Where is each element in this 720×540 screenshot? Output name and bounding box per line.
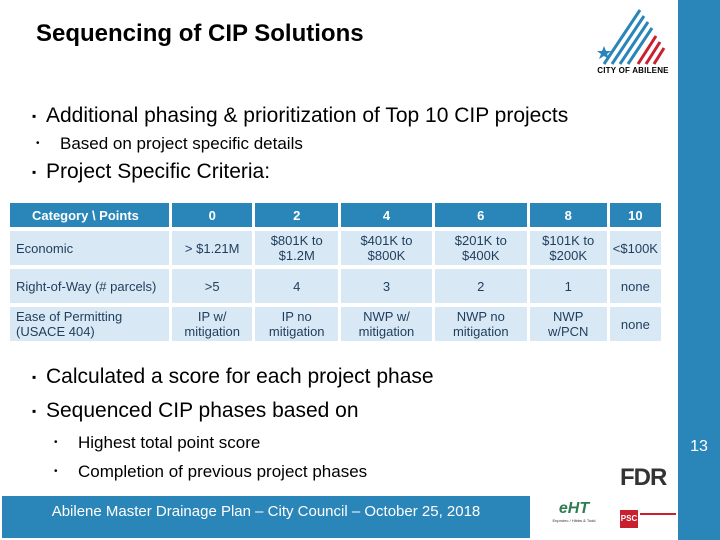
bullet-text: Project Specific Criteria: bbox=[46, 160, 271, 183]
sub-bullet-text: Based on project specific details bbox=[60, 134, 303, 153]
hdr-logo: FDR bbox=[620, 464, 667, 491]
table-row: Economic > $1.21M $801K to $1.2M $401K t… bbox=[10, 231, 661, 265]
top-bullet-list: ▪ Additional phasing & prioritization of … bbox=[32, 102, 672, 186]
square-bullet-icon: ▪ bbox=[32, 404, 37, 418]
footer-banner: Abilene Master Drainage Plan – City Coun… bbox=[2, 496, 530, 538]
header-cell: 4 bbox=[341, 203, 432, 227]
sub-bullet-text: Completion of previous project phases bbox=[78, 462, 368, 481]
eht-logo: eHT Enprotec / Hibbs & Todd bbox=[546, 500, 602, 538]
header-cell: 2 bbox=[255, 203, 339, 227]
table-cell: NWP no mitigation bbox=[434, 307, 527, 341]
table-cell: > $1.21M bbox=[172, 231, 253, 265]
slide-title: Sequencing of CIP Solutions bbox=[36, 20, 364, 47]
psc-logo: PSC bbox=[620, 510, 678, 530]
table-cell: 3 bbox=[341, 269, 432, 303]
bullet-text: Sequenced CIP phases based on bbox=[46, 399, 359, 422]
bullet-text: Calculated a score for each project phas… bbox=[46, 365, 434, 388]
table-cell: Economic bbox=[10, 231, 169, 265]
eht-logo-subtext: Enprotec / Hibbs & Todd bbox=[552, 518, 596, 523]
table-cell: none bbox=[609, 269, 661, 303]
dot-bullet-icon: • bbox=[54, 466, 58, 477]
table-cell: 1 bbox=[529, 269, 607, 303]
table-header-row: Category \ Points 0 2 4 6 8 10 bbox=[10, 203, 661, 227]
table-cell: none bbox=[609, 307, 661, 341]
header-cell: 10 bbox=[609, 203, 661, 227]
bullet-text: Additional phasing & prioritization of T… bbox=[46, 104, 569, 127]
psc-logo-line bbox=[640, 513, 676, 515]
table-cell: Right-of-Way (# parcels) bbox=[10, 269, 169, 303]
bullet-item: ▪ Project Specific Criteria: bbox=[32, 158, 672, 186]
table-cell: <$100K bbox=[609, 231, 661, 265]
header-cell: 8 bbox=[529, 203, 607, 227]
dot-bullet-icon: • bbox=[36, 138, 40, 149]
dot-bullet-icon: • bbox=[54, 437, 58, 448]
bullet-item: ▪ Sequenced CIP phases based on bbox=[32, 394, 632, 428]
table-cell: IP w/ mitigation bbox=[172, 307, 253, 341]
table-cell: $401K to $800K bbox=[341, 231, 432, 265]
table-cell: Ease of Permitting (USACE 404) bbox=[10, 307, 169, 341]
table-row: Ease of Permitting (USACE 404) IP w/ mit… bbox=[10, 307, 661, 341]
table-cell: NWP w/PCN bbox=[529, 307, 607, 341]
table-cell: $101K to $200K bbox=[529, 231, 607, 265]
square-bullet-icon: ▪ bbox=[32, 370, 37, 384]
sub-bullet-text: Highest total point score bbox=[78, 433, 261, 452]
square-bullet-icon: ▪ bbox=[32, 109, 37, 123]
bullet-item: ▪ Calculated a score for each project pha… bbox=[32, 360, 632, 394]
city-logo-text: CITY OF ABILENE bbox=[597, 66, 669, 75]
header-cell: 6 bbox=[434, 203, 527, 227]
sub-bullet-item: • Highest total point score bbox=[54, 428, 632, 457]
city-logo-icon bbox=[597, 9, 666, 65]
table-cell: NWP w/ mitigation bbox=[341, 307, 432, 341]
header-cell: 0 bbox=[172, 203, 253, 227]
sub-bullet-item: • Based on project specific details bbox=[36, 130, 672, 158]
bullet-item: ▪ Additional phasing & prioritization of … bbox=[32, 102, 672, 130]
sub-bullet-item: • Completion of previous project phases bbox=[54, 457, 632, 486]
square-bullet-icon: ▪ bbox=[32, 165, 37, 179]
page-number: 13 bbox=[690, 438, 708, 455]
table-cell: 2 bbox=[434, 269, 527, 303]
header-cell: Category \ Points bbox=[10, 203, 169, 227]
criteria-table: Category \ Points 0 2 4 6 8 10 Economic … bbox=[7, 199, 664, 345]
table-cell: IP no mitigation bbox=[255, 307, 339, 341]
table-cell: $801K to $1.2M bbox=[255, 231, 339, 265]
table-cell: $201K to $400K bbox=[434, 231, 527, 265]
table-cell: 4 bbox=[255, 269, 339, 303]
psc-logo-text: PSC bbox=[620, 510, 638, 528]
bottom-bullet-list: ▪ Calculated a score for each project pha… bbox=[32, 360, 632, 486]
eht-logo-text: eHT bbox=[558, 500, 590, 517]
right-accent-bar bbox=[678, 0, 720, 540]
table-cell: >5 bbox=[172, 269, 253, 303]
table-row: Right-of-Way (# parcels) >5 4 3 2 1 none bbox=[10, 269, 661, 303]
